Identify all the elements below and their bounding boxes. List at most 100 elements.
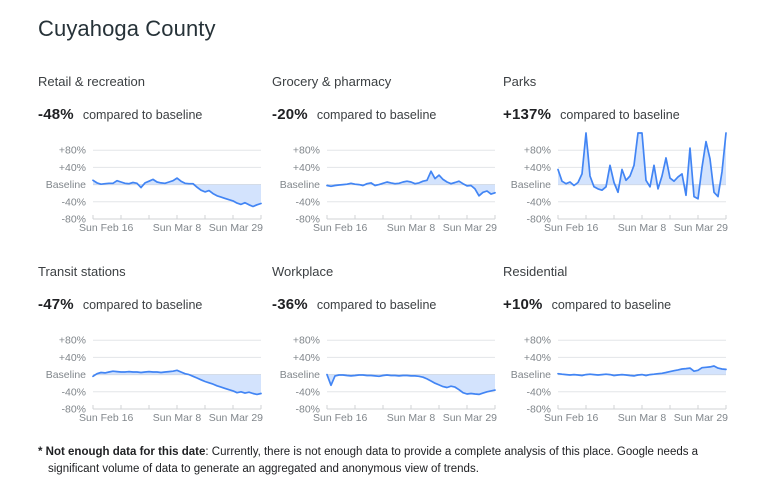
headline-value: -36%	[272, 296, 308, 313]
line-chart-retail-recreation: +80% +40% Baseline -40% -80%Sun Feb 16 Sun Ma…	[46, 145, 263, 234]
chart-card-retail-recreation: Retail & recreation -48% compared to bas…	[38, 74, 263, 234]
area-fill	[327, 374, 495, 395]
chart-title: Transit stations	[38, 264, 126, 279]
y-axis-label: -40%	[526, 386, 551, 398]
y-axis-label: +80%	[59, 335, 86, 347]
y-axis-label: +80%	[293, 145, 320, 157]
headline-value: +137%	[503, 106, 552, 123]
y-axis-label: +40%	[59, 352, 86, 364]
x-axis-label: Sun Mar 29	[209, 412, 263, 424]
area-fill	[558, 366, 726, 376]
chart-headline: -48% compared to baseline	[38, 106, 263, 123]
y-axis-label: -40%	[295, 386, 320, 398]
footnote: * Not enough data for this date: Current…	[38, 444, 731, 479]
y-axis-label: -40%	[61, 386, 86, 398]
headline-label: compared to baseline	[316, 108, 437, 122]
x-axis-label: Sun Mar 8	[387, 412, 436, 424]
line-chart-grocery-pharmacy: +80% +40% Baseline -40% -80%Sun Feb 16 Sun Ma…	[280, 145, 497, 234]
headline-label: compared to baseline	[82, 108, 203, 122]
trend-line	[326, 373, 496, 396]
x-axis-label: Sun Mar 29	[443, 412, 497, 424]
line-chart-residential: +80% +40% Baseline -40% -80%Sun Feb 16 Sun Ma…	[511, 335, 728, 424]
chart-headline: -36% compared to baseline	[272, 296, 497, 313]
y-axis-label: +40%	[293, 352, 320, 364]
headline-label: compared to baseline	[316, 298, 437, 312]
trend-line	[557, 132, 727, 200]
chart-headline: +137% compared to baseline	[503, 106, 728, 123]
y-axis-label: -80%	[295, 214, 320, 226]
line-chart-workplace: +80% +40% Baseline -40% -80%Sun Feb 16 Sun Ma…	[280, 335, 497, 424]
chart-card-parks: Parks +137% compared to baseline +80% +40…	[503, 74, 728, 234]
y-axis-label: +80%	[524, 145, 551, 157]
trend-line	[557, 365, 727, 377]
y-axis-label: Baseline	[280, 179, 320, 191]
y-axis-label: Baseline	[280, 369, 320, 381]
y-axis-label: +80%	[524, 335, 551, 347]
x-axis-label: Sun Mar 8	[153, 222, 202, 234]
trend-line	[326, 170, 496, 197]
y-axis-label: Baseline	[511, 369, 551, 381]
chart-title: Residential	[503, 264, 568, 279]
footnote-marker: *	[38, 446, 46, 458]
y-axis-label: -80%	[61, 404, 86, 416]
y-axis-label: +80%	[293, 335, 320, 347]
x-axis-label: Sun Mar 29	[443, 222, 497, 234]
headline-value: -48%	[38, 106, 74, 123]
x-axis-label: Sun Feb 16	[544, 412, 598, 424]
area-fill	[558, 133, 726, 199]
chart-card-transit-stations: Transit stations -47% compared to baseli…	[38, 264, 263, 424]
area-fill	[93, 178, 261, 207]
y-axis-label: -80%	[295, 404, 320, 416]
page-title: Cuyahoga County	[38, 16, 216, 41]
x-axis-label: Sun Feb 16	[79, 412, 133, 424]
charts-grid: Retail & recreation -48% compared to bas…	[38, 74, 731, 424]
y-axis-label: +40%	[524, 162, 551, 174]
chart-title: Parks	[503, 74, 537, 89]
x-axis-label: Sun Feb 16	[313, 412, 367, 424]
x-axis-label: Sun Feb 16	[79, 222, 133, 234]
y-axis-label: -40%	[295, 196, 320, 208]
x-axis-label: Sun Feb 16	[313, 222, 367, 234]
y-axis-label: -40%	[526, 196, 551, 208]
headline-label: compared to baseline	[551, 298, 672, 312]
y-axis-label: -80%	[526, 214, 551, 226]
x-axis-label: Sun Mar 8	[618, 412, 667, 424]
headline-value: +10%	[503, 296, 543, 313]
y-axis-label: Baseline	[511, 179, 551, 191]
chart-card-workplace: Workplace -36% compared to baseline +80%…	[272, 264, 497, 424]
chart-headline: -20% compared to baseline	[272, 106, 497, 123]
y-axis-label: +40%	[293, 162, 320, 174]
x-axis-label: Sun Mar 8	[387, 222, 436, 234]
area-fill	[327, 171, 495, 196]
headline-value: -47%	[38, 296, 74, 313]
line-chart-transit-stations: +80% +40% Baseline -40% -80%Sun Feb 16 Sun Ma…	[46, 335, 263, 424]
chart-card-grocery-pharmacy: Grocery & pharmacy -20% compared to base…	[272, 74, 497, 234]
chart-headline: +10% compared to baseline	[503, 296, 728, 313]
headline-label: compared to baseline	[560, 108, 680, 122]
y-axis-label: +80%	[59, 145, 86, 157]
area-fill	[93, 370, 261, 395]
trend-line	[92, 369, 262, 396]
y-axis-label: -80%	[61, 214, 86, 226]
y-axis-label: Baseline	[46, 179, 86, 191]
x-axis-label: Sun Mar 29	[674, 412, 728, 424]
headline-label: compared to baseline	[82, 298, 203, 312]
chart-title: Grocery & pharmacy	[272, 74, 392, 89]
y-axis-label: Baseline	[46, 369, 86, 381]
x-axis-label: Sun Feb 16	[544, 222, 598, 234]
x-axis-label: Sun Mar 29	[209, 222, 263, 234]
chart-headline: -47% compared to baseline	[38, 296, 263, 313]
x-axis-label: Sun Mar 8	[618, 222, 667, 234]
footnote-text: : Currently, there is not enough data to…	[48, 446, 699, 476]
chart-title: Workplace	[272, 264, 334, 279]
trend-line	[92, 177, 262, 208]
y-axis-label: -40%	[61, 196, 86, 208]
chart-title: Retail & recreation	[38, 74, 145, 89]
x-axis-label: Sun Mar 29	[674, 222, 728, 234]
chart-card-residential: Residential +10% compared to baseline +8…	[503, 264, 728, 424]
footnote-bold: Not enough data for this date	[45, 446, 206, 458]
x-axis-label: Sun Mar 8	[153, 412, 202, 424]
y-axis-label: +40%	[524, 352, 551, 364]
y-axis-label: +40%	[59, 162, 86, 174]
